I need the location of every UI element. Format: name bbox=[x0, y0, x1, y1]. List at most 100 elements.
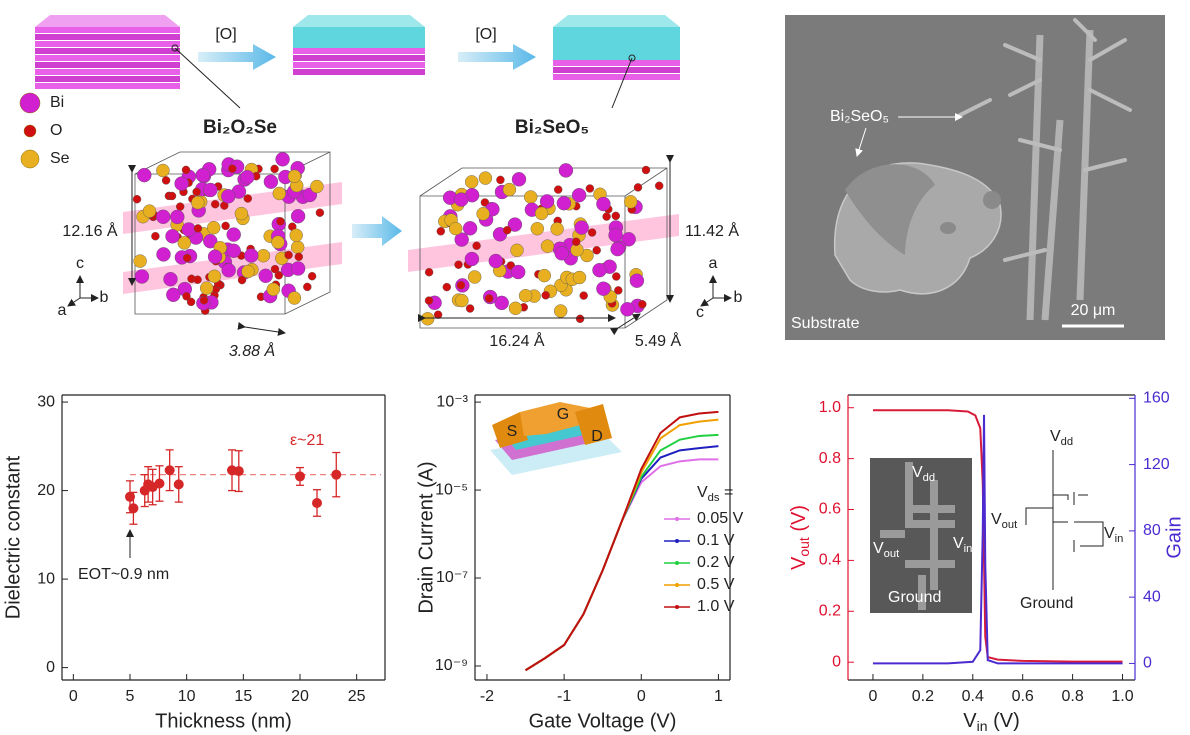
atom bbox=[465, 252, 479, 266]
micrograph-label: Substrate bbox=[791, 315, 860, 332]
legend-label: O bbox=[50, 122, 62, 139]
layer bbox=[35, 27, 180, 33]
atom bbox=[273, 187, 286, 200]
atom bbox=[194, 224, 202, 232]
atom bbox=[170, 210, 184, 224]
chip-label-part: dd bbox=[923, 472, 935, 484]
atom bbox=[575, 221, 589, 235]
atom bbox=[271, 165, 279, 173]
product-stack bbox=[553, 15, 680, 80]
triad-label: b bbox=[734, 289, 743, 306]
atom bbox=[576, 315, 584, 323]
y2-axis-label: Gain bbox=[1163, 516, 1185, 558]
y-tick-label: 20 bbox=[37, 482, 55, 499]
atom bbox=[572, 238, 580, 246]
dimension-label: 16.24 Å bbox=[489, 331, 544, 350]
atom bbox=[176, 203, 184, 211]
atom bbox=[242, 265, 255, 278]
oxide-top bbox=[293, 15, 425, 27]
atom bbox=[166, 229, 180, 243]
x-tick-label: 0.2 bbox=[912, 688, 934, 705]
atom bbox=[208, 250, 222, 264]
atom bbox=[182, 166, 190, 174]
atom bbox=[465, 175, 478, 188]
atom bbox=[227, 244, 241, 258]
atom bbox=[221, 189, 235, 203]
layer bbox=[35, 69, 180, 75]
atom bbox=[303, 283, 311, 291]
atom bbox=[573, 271, 586, 284]
legend-atom bbox=[20, 93, 40, 113]
atom bbox=[557, 196, 571, 210]
atom bbox=[143, 205, 156, 218]
x-axis-label-part: in bbox=[977, 718, 988, 734]
x-axis-label-part: V bbox=[963, 710, 977, 732]
atom bbox=[272, 236, 285, 249]
layer bbox=[553, 60, 680, 66]
y-tick-label: 10⁻³ bbox=[436, 393, 468, 410]
chip-label-part: V bbox=[953, 535, 964, 552]
atom bbox=[156, 164, 169, 177]
y-tick-label: 0.2 bbox=[819, 603, 841, 620]
atom bbox=[421, 312, 434, 325]
schematic-label-part: dd bbox=[1061, 436, 1073, 448]
atom bbox=[455, 294, 468, 307]
device-label: D bbox=[591, 428, 603, 445]
oxide-layer bbox=[293, 27, 425, 48]
y2-tick-label: 160 bbox=[1143, 390, 1170, 407]
schematic-label-part: in bbox=[1115, 533, 1124, 545]
y2-tick-label: 120 bbox=[1143, 456, 1170, 473]
atom bbox=[271, 265, 279, 273]
x-tick-label: 0 bbox=[869, 688, 878, 705]
dimension-label: 11.42 Å bbox=[685, 221, 739, 240]
dimension-label: 12.16 Å bbox=[62, 221, 117, 240]
chip-electrode bbox=[880, 530, 905, 538]
atom bbox=[468, 271, 481, 284]
y-tick-label: 0.6 bbox=[819, 501, 841, 518]
panda-eye bbox=[940, 222, 956, 234]
schematic-label-part: out bbox=[1002, 519, 1018, 531]
reactant-stack bbox=[35, 15, 180, 89]
atom bbox=[168, 192, 176, 200]
layer bbox=[35, 48, 180, 54]
atom bbox=[285, 251, 293, 259]
atom bbox=[463, 221, 477, 235]
atom bbox=[538, 269, 551, 282]
atom bbox=[203, 183, 217, 197]
process-label: [O] bbox=[475, 26, 496, 43]
layer bbox=[293, 62, 425, 68]
atom bbox=[288, 170, 301, 183]
atom bbox=[551, 222, 564, 235]
scale-bar-label: 20 μm bbox=[1071, 302, 1116, 319]
atom bbox=[541, 240, 554, 253]
atom bbox=[277, 217, 285, 225]
atom bbox=[308, 272, 316, 280]
y-tick-label: 10⁻⁷ bbox=[436, 569, 468, 586]
x-axis-label: Vin (V) bbox=[963, 710, 1019, 733]
intermediate-stack bbox=[293, 15, 425, 75]
atom bbox=[473, 242, 481, 250]
micrograph-frame bbox=[785, 15, 1165, 340]
process-label: [O] bbox=[215, 26, 236, 43]
x-axis-label: Thickness (nm) bbox=[155, 710, 292, 732]
atom bbox=[596, 282, 610, 296]
layer bbox=[553, 74, 680, 80]
atom bbox=[511, 244, 524, 257]
x-tick-label: 25 bbox=[348, 688, 366, 705]
atom bbox=[133, 195, 141, 203]
atom bbox=[449, 222, 462, 235]
schematic-label-part: Ground bbox=[1020, 595, 1073, 612]
atom bbox=[612, 273, 620, 281]
stack-top bbox=[35, 15, 180, 27]
atom bbox=[503, 226, 511, 234]
x-tick-label: 0.8 bbox=[1061, 688, 1083, 705]
atom bbox=[291, 241, 304, 254]
atom bbox=[609, 228, 623, 242]
point bbox=[312, 498, 322, 508]
triad-label: a bbox=[58, 302, 67, 319]
atom bbox=[166, 288, 180, 302]
layer bbox=[553, 67, 680, 73]
atom bbox=[238, 276, 246, 284]
atom bbox=[559, 163, 573, 177]
y-tick-label: 10 bbox=[37, 570, 55, 587]
